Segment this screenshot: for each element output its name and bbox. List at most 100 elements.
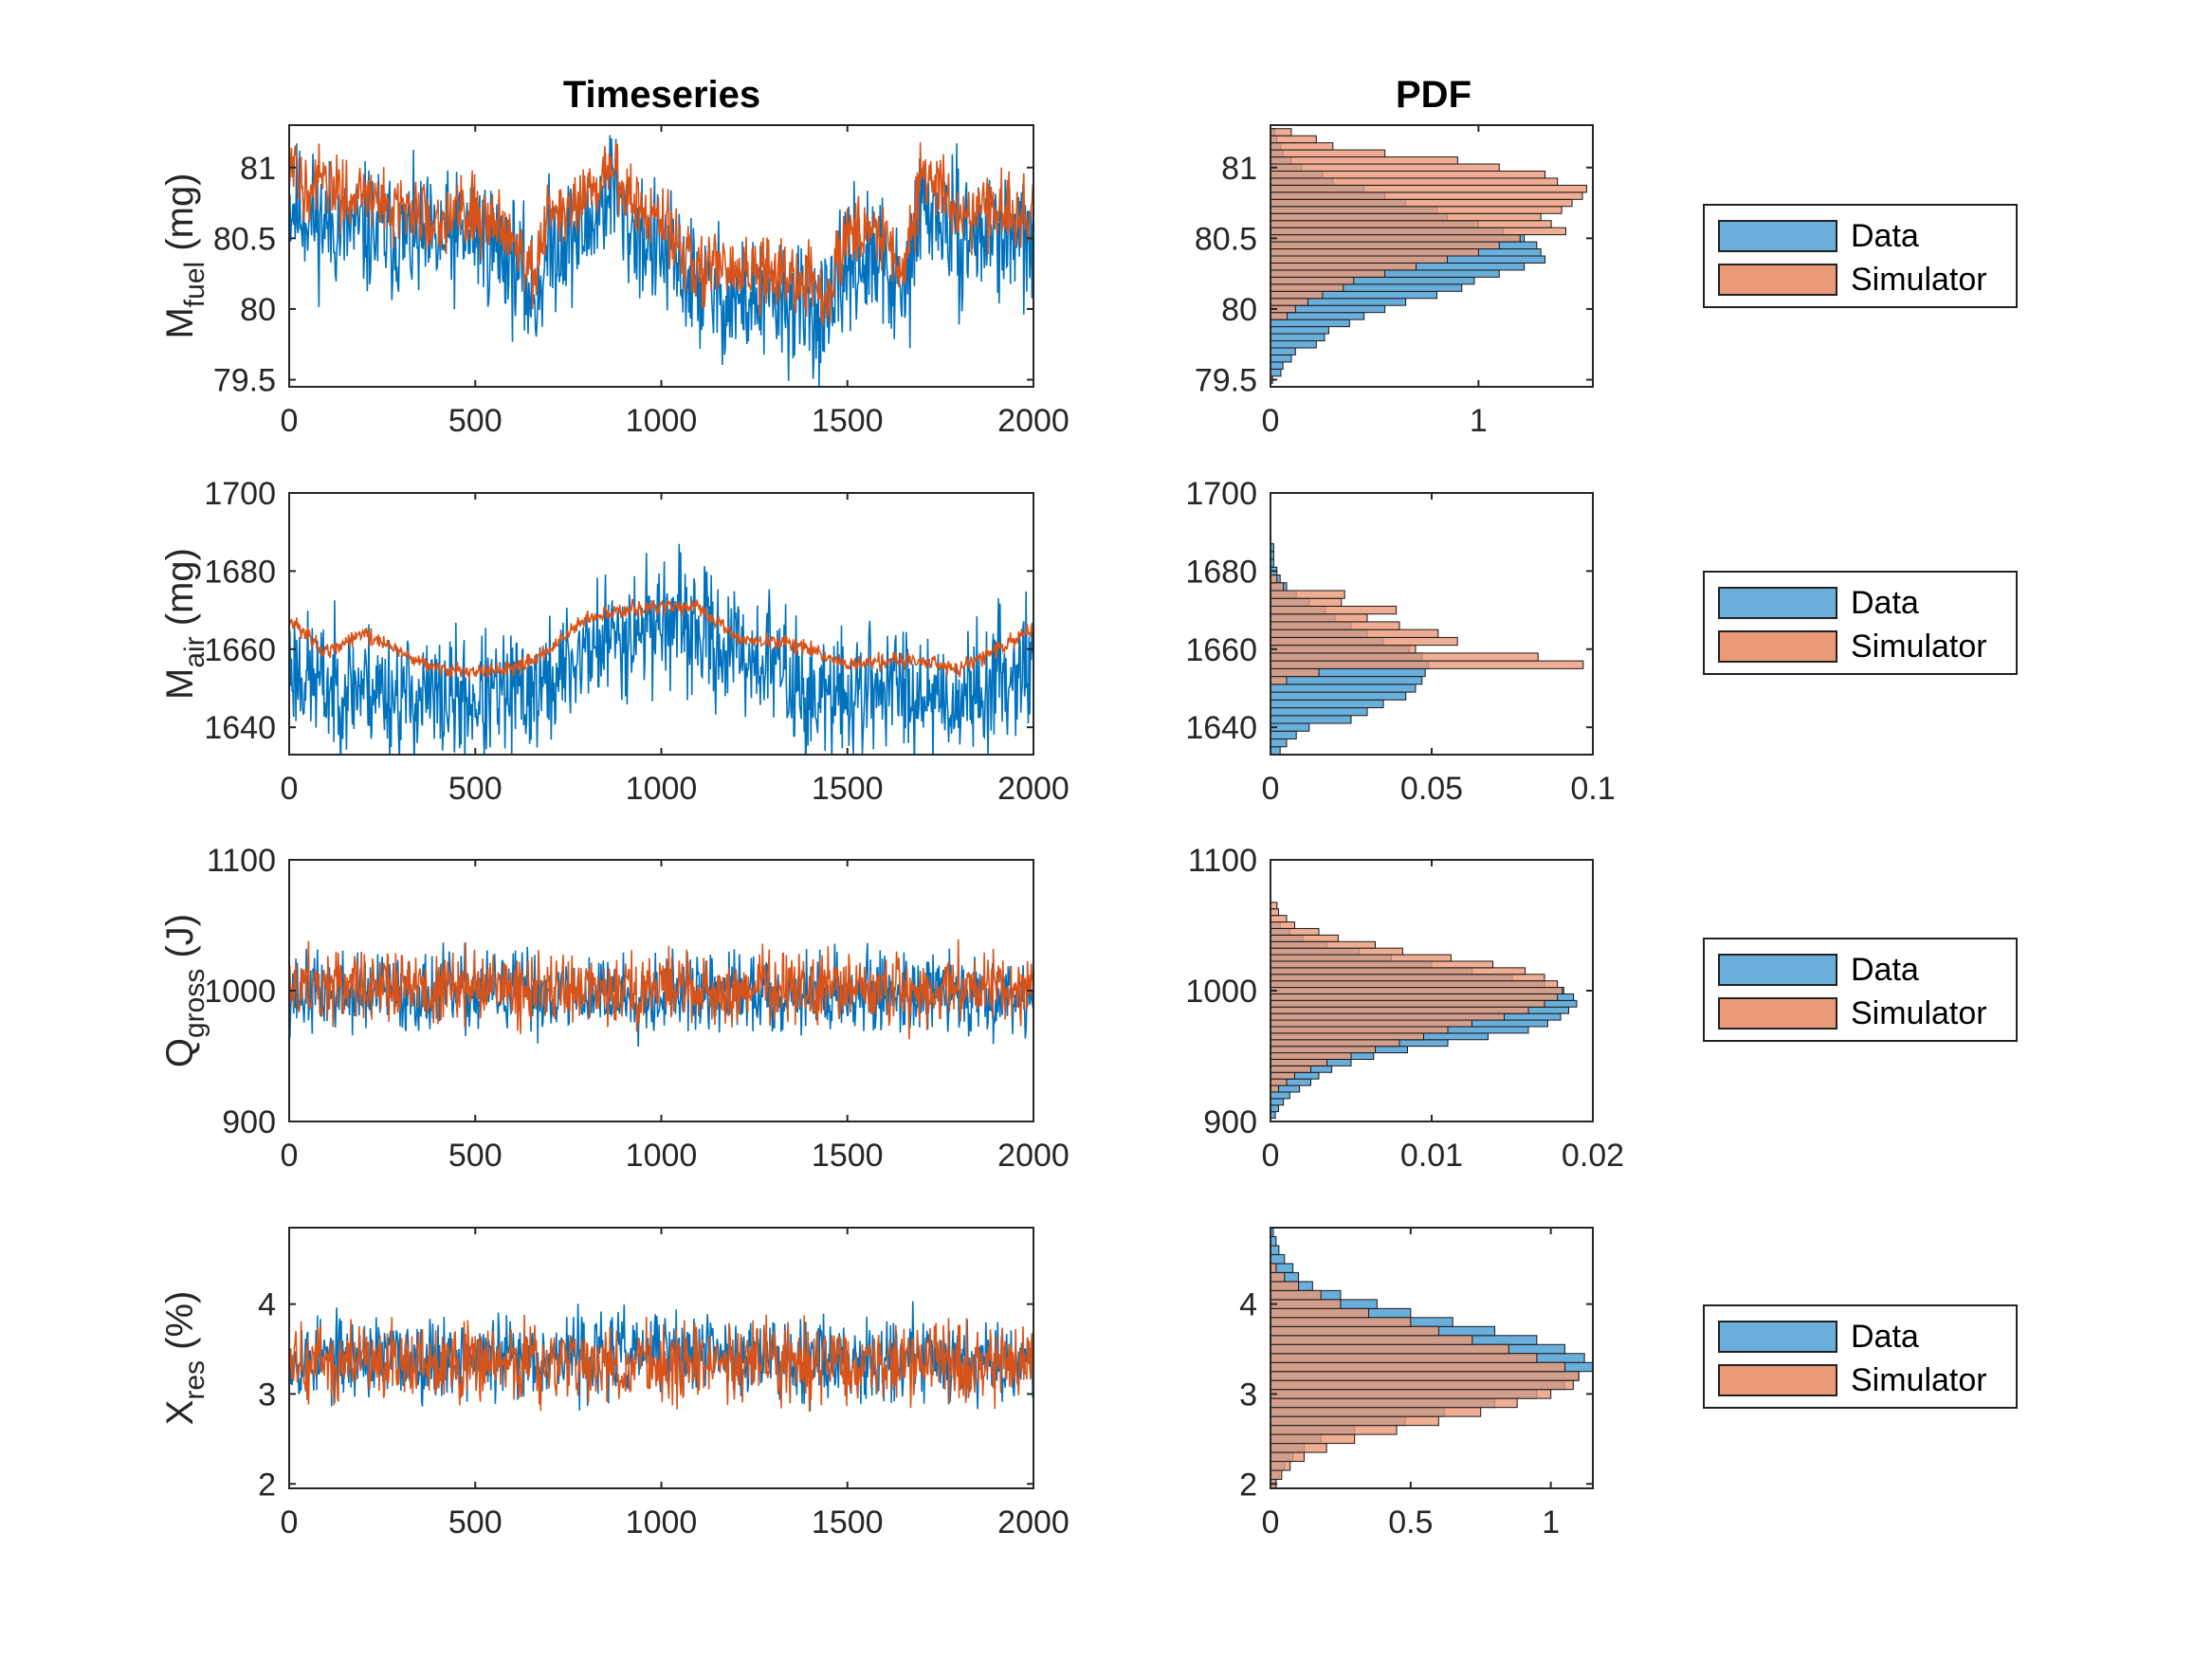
qgross-pdf-bar-simulator <box>1270 960 1494 969</box>
qgross-pdf-axes-box <box>1270 859 1594 1122</box>
ylabel-unit: (%) <box>159 1291 201 1360</box>
qgross-pdf-y-tick-label: 1100 <box>1188 843 1257 879</box>
xres-pdf-y-tick-label: 3 <box>1239 1376 1257 1413</box>
mfuel-pdf-bar-simulator <box>1270 220 1552 228</box>
mfuel-row: Mfuel (mg) 0 500 1000 1500 2000 79.5 80 80.5 81 0 1… <box>159 124 1594 439</box>
mair-ts-line-data <box>289 543 1033 755</box>
qgross-ts-x-tick-label: 500 <box>448 1138 503 1174</box>
qgross-pdf-bar-simulator <box>1270 980 1559 989</box>
mair-pdf-bar-simulator <box>1270 652 1539 662</box>
qgross-pdf-bar-simulator <box>1270 999 1545 1008</box>
mfuel-ts-x-tick-label: 2000 <box>997 403 1069 439</box>
xres-pdf-bar-data <box>1270 1245 1280 1255</box>
xres-pdf-x-tick-label: 0.5 <box>1388 1504 1433 1540</box>
qgross-pdf-bar-simulator <box>1270 915 1288 923</box>
qgross-pdf-bar-simulator <box>1270 974 1545 982</box>
xres-ts-x-tick-label: 500 <box>448 1504 503 1540</box>
xres-pdf-bar-simulator <box>1270 1335 1473 1345</box>
ylabel-main: M <box>159 668 201 700</box>
ylabel-main: M <box>159 307 201 338</box>
mfuel-pdf-axes-box <box>1270 124 1594 388</box>
mair-ts-x-tick-label: 500 <box>448 771 503 807</box>
ylabel-main: X <box>159 1400 201 1426</box>
qgross-pdf-x-tick-label: 0.02 <box>1562 1138 1624 1174</box>
xres-ts-line-simulator <box>289 1314 1033 1413</box>
mfuel-pdf-y-tick-label: 81 <box>1221 151 1257 187</box>
legend-swatch-data <box>1718 587 1837 619</box>
mair-pdf-bar-simulator <box>1270 574 1278 584</box>
mfuel-pdf-bar-simulator <box>1270 135 1317 144</box>
legend-label-simulator: Simulator <box>1851 1361 1987 1398</box>
legend-label-data: Data <box>1851 951 1919 988</box>
qgross-pdf-bar-data <box>1270 1104 1279 1113</box>
qgross-pdf-bar-simulator <box>1270 947 1403 956</box>
qgross-pdf-x-tick-label: 0.01 <box>1400 1138 1463 1174</box>
mair-ts-x-tick-label: 1500 <box>812 771 884 807</box>
ylabel-unit: (mg) <box>159 173 201 261</box>
mfuel-ts-axes-box <box>288 124 1034 388</box>
xres-pdf-bar-simulator <box>1270 1317 1412 1327</box>
xres-pdf-bar-simulator <box>1270 1433 1356 1445</box>
legend-swatch-simulator <box>1718 997 1837 1030</box>
legend-entry-data: Data <box>1718 217 1919 255</box>
mfuel-pdf-x-tick-label: 0 <box>1262 403 1280 439</box>
mfuel-pdf-bar-simulator <box>1270 163 1500 172</box>
mfuel-pdf-y-tick-label: 80 <box>1221 292 1257 328</box>
qgross-pdf-bar-simulator <box>1270 954 1452 962</box>
qgross-pdf-bar-simulator <box>1270 927 1320 936</box>
xres-pdf-axes-box <box>1270 1227 1594 1489</box>
xres-pdf-bar-simulator <box>1270 1361 1565 1373</box>
qgross-ts-x-tick-label: 0 <box>281 1138 299 1174</box>
mair-ts-axes-box <box>288 492 1034 756</box>
timeseries-header: Timeseries <box>562 74 761 116</box>
xres-pdf-y-tick-label: 2 <box>1239 1467 1257 1503</box>
xres-pdf-bar-simulator <box>1270 1397 1518 1409</box>
mfuel-ylabel: Mfuel (mg) <box>159 173 210 338</box>
xres-ts-x-tick-label: 0 <box>281 1504 299 1540</box>
mair-pdf-bar-simulator <box>1270 597 1343 607</box>
xres-pdf-bar-simulator <box>1270 1325 1439 1337</box>
xres-pdf-bar-simulator <box>1270 1271 1286 1283</box>
mfuel-ts-y-tick-label: 81 <box>240 151 276 187</box>
mfuel-ts-x-tick-label: 1500 <box>812 403 884 439</box>
qgross-pdf-bar-simulator <box>1270 934 1339 942</box>
mfuel-ts-line-data <box>289 135 1033 387</box>
mfuel-pdf-bar-simulator <box>1270 255 1448 264</box>
mair-ts-x-tick-label: 1000 <box>626 771 698 807</box>
legend-label-data: Data <box>1851 217 1919 254</box>
qgross-row: Qgross (J) 0 500 1000 1500 2000 900 1000 1100 0 0.… <box>159 843 1624 1174</box>
ylabel-subscript: gross <box>179 969 210 1038</box>
mair-ts-line-simulator <box>289 598 1033 681</box>
xres-pdf-bar-simulator <box>1270 1461 1291 1471</box>
legend-entry-simulator: Simulator <box>1718 994 1987 1032</box>
mair-pdf-bar-simulator <box>1270 582 1285 592</box>
qgross-ts-x-tick-label: 2000 <box>997 1138 1069 1174</box>
xres-pdf-bar-simulator <box>1270 1307 1369 1319</box>
legend-swatch-simulator <box>1718 630 1837 663</box>
qgross-pdf-bar-data <box>1270 1098 1285 1106</box>
mair-row: Mair (mg) 0 500 1000 1500 2000 1640 1660 1680 170… <box>159 476 1616 807</box>
xres-pdf-bar-simulator <box>1270 1371 1580 1381</box>
mfuel-ts-x-tick-label: 500 <box>448 403 503 439</box>
qgross-pdf-bar-simulator <box>1270 1058 1327 1066</box>
xres-ts-axes-box <box>288 1227 1034 1489</box>
xres-pdf-bar-data <box>1270 1253 1286 1265</box>
mair-ts-y-tick-label: 1660 <box>204 632 276 668</box>
mair-pdf-bar-simulator <box>1270 590 1345 599</box>
mair-pdf-bar-simulator <box>1270 660 1584 669</box>
ylabel-unit: (mg) <box>159 548 201 636</box>
xres-ts-y-tick-label: 4 <box>258 1287 276 1323</box>
mair-pdf-bar-simulator <box>1270 605 1398 615</box>
mair-pdf-y-tick-label: 1700 <box>1185 476 1257 512</box>
ylabel-subscript: fuel <box>179 262 210 307</box>
qgross-pdf-bar-simulator <box>1270 902 1278 910</box>
ylabel-subscript: air <box>179 636 210 667</box>
mfuel-pdf-bar-data <box>1270 354 1292 363</box>
mfuel-pdf-bar-simulator <box>1270 227 1566 236</box>
mair-pdf-bar-simulator <box>1270 645 1417 654</box>
mfuel-pdf-bar-data <box>1270 326 1329 335</box>
mair-ts-y-tick-label: 1680 <box>204 554 276 590</box>
mair-pdf-bar-simulator <box>1270 636 1458 647</box>
mfuel-pdf-y-tick-label: 80.5 <box>1195 221 1257 257</box>
mfuel-pdf-x-tick-label: 1 <box>1470 403 1488 439</box>
